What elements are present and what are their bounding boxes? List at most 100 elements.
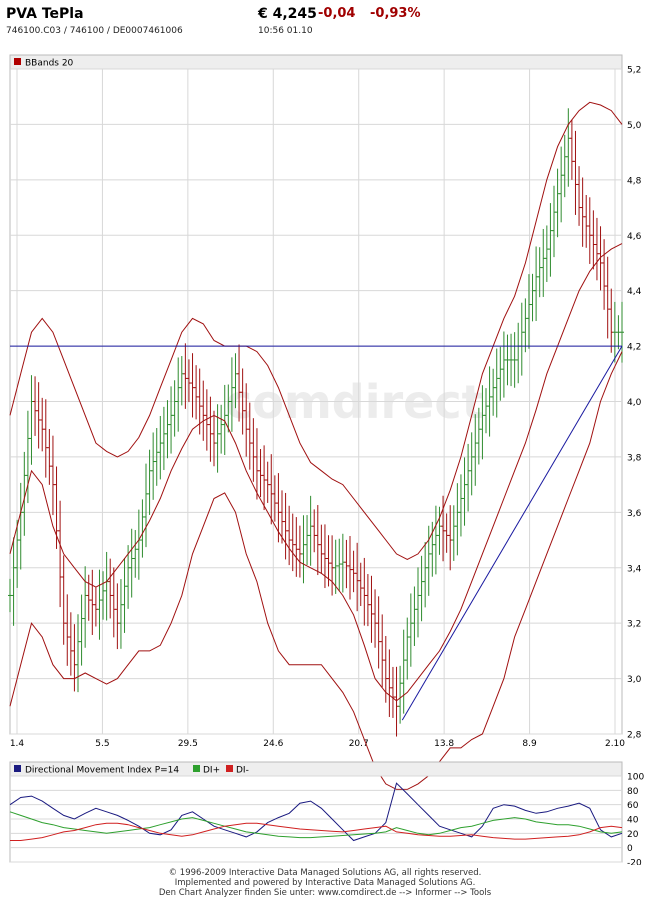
y-tick-label: 3,0 bbox=[627, 675, 642, 685]
ohlc-bar bbox=[405, 617, 410, 680]
ohlc-bar bbox=[36, 382, 41, 449]
ohlc-bar bbox=[11, 537, 16, 626]
ohlc-bar bbox=[101, 571, 106, 620]
ohlc-bar bbox=[129, 528, 134, 598]
ohlc-bar bbox=[61, 555, 66, 645]
dmi-y-tick-label: 0 bbox=[627, 844, 633, 854]
dmi-y-tick-label: 100 bbox=[627, 773, 644, 783]
ohlc-bar bbox=[151, 432, 156, 500]
dmi-y-tick-label: -20 bbox=[627, 859, 642, 866]
ohlc-bar bbox=[594, 217, 599, 281]
ohlc-bar bbox=[169, 386, 174, 454]
ohlc-bar bbox=[65, 594, 70, 666]
ohlc-bar bbox=[416, 567, 420, 638]
ohlc-bar bbox=[544, 225, 549, 282]
ohlc-bar bbox=[133, 530, 138, 578]
ohlc-bar bbox=[104, 551, 109, 621]
ohlc-bar bbox=[33, 376, 38, 436]
ohlc-bar bbox=[136, 509, 141, 580]
y-tick-label: 5,0 bbox=[627, 121, 642, 131]
ohlc-bar bbox=[530, 273, 535, 322]
footer-line: Den Chart Analyzer finden Sie unter: www… bbox=[158, 888, 492, 898]
ohlc-bar bbox=[140, 499, 145, 558]
ohlc-bar bbox=[498, 346, 503, 401]
ohlc-bar bbox=[212, 410, 216, 467]
ohlc-bar bbox=[369, 575, 374, 643]
ohlc-bar bbox=[523, 298, 528, 353]
ohlc-bar bbox=[58, 500, 63, 608]
ohlc-bar bbox=[566, 108, 571, 187]
x-tick-label: 8.9 bbox=[522, 739, 537, 749]
ohlc-bar bbox=[577, 166, 582, 226]
ohlc-bar bbox=[322, 524, 327, 589]
ohlc-bar bbox=[505, 334, 510, 386]
y-tick-label: 4,8 bbox=[627, 176, 642, 186]
ohlc-bar bbox=[537, 247, 542, 298]
ohlc-bar bbox=[444, 513, 449, 553]
trend-line bbox=[401, 345, 623, 721]
ohlc-bar bbox=[301, 515, 306, 584]
ohlc-bar bbox=[115, 583, 120, 650]
ohlc-bar bbox=[462, 457, 467, 526]
di-plus-legend-swatch bbox=[193, 765, 200, 772]
ohlc-bar bbox=[466, 443, 471, 512]
ohlc-bar bbox=[158, 415, 163, 480]
ohlc-bar bbox=[219, 404, 224, 454]
ohlc-bar bbox=[43, 399, 48, 478]
y-tick-label: 2,8 bbox=[627, 731, 642, 741]
ohlc-bar bbox=[283, 492, 288, 560]
ohlc-bar bbox=[208, 396, 213, 462]
ohlc-bar bbox=[451, 505, 456, 561]
ohlc-bar bbox=[612, 301, 617, 363]
ohlc-bar bbox=[401, 629, 406, 714]
x-tick-label: 2.10 bbox=[605, 739, 625, 749]
y-tick-label: 4,2 bbox=[627, 343, 641, 353]
ohlc-bar bbox=[512, 332, 517, 388]
ohlc-bar bbox=[509, 333, 514, 387]
ohlc-bar bbox=[365, 574, 370, 627]
ohlc-bar bbox=[344, 539, 349, 589]
ohlc-bar bbox=[315, 505, 320, 576]
last-price: € 4,245 bbox=[258, 6, 317, 22]
y-tick-label: 3,4 bbox=[627, 564, 642, 574]
ohlc-bar bbox=[183, 343, 188, 409]
bbands-legend-label: BBands 20 bbox=[25, 59, 74, 69]
ohlc-bar bbox=[265, 461, 270, 503]
dmi-y-tick-label: 20 bbox=[627, 830, 639, 840]
ohlc-bar bbox=[373, 589, 378, 648]
ohlc-bar bbox=[29, 375, 34, 465]
bbands-legend-swatch bbox=[14, 58, 21, 65]
ohlc-bar bbox=[165, 400, 170, 459]
security-ids: 746100.C03 / 746100 / DE0007461006 bbox=[6, 26, 183, 36]
ohlc-bar bbox=[68, 612, 73, 676]
x-tick-label: 24.6 bbox=[263, 739, 283, 749]
y-tick-label: 4,6 bbox=[627, 232, 642, 242]
dmi-y-tick-label: 80 bbox=[627, 787, 639, 797]
ohlc-bar bbox=[501, 331, 506, 398]
ohlc-bar bbox=[609, 288, 614, 353]
ohlc-bar bbox=[287, 505, 292, 566]
ohlc-bar bbox=[455, 483, 460, 556]
ohlc-bar bbox=[569, 119, 574, 180]
y-tick-label: 4,4 bbox=[627, 287, 642, 297]
x-tick-label: 20.7 bbox=[349, 739, 369, 749]
x-tick-label: 29.5 bbox=[178, 739, 198, 749]
ohlc-bar bbox=[526, 274, 531, 349]
di-plus-series-line bbox=[9, 811, 623, 839]
price-change-pct: -0,93% bbox=[370, 6, 421, 21]
ohlc-bar bbox=[469, 432, 474, 496]
main-legend-bar bbox=[9, 54, 623, 70]
ohlc-bar bbox=[419, 555, 424, 622]
ohlc-bar bbox=[587, 197, 592, 264]
ohlc-bar bbox=[555, 168, 560, 238]
ohlc-bar bbox=[573, 130, 578, 215]
ohlc-bar bbox=[358, 562, 363, 607]
ohlc-bar bbox=[584, 194, 589, 248]
ohlc-bar bbox=[86, 574, 91, 621]
ohlc-bar bbox=[215, 404, 220, 473]
ohlc-bar bbox=[458, 474, 463, 537]
ohlc-bar bbox=[122, 557, 127, 633]
dmi-series-line bbox=[9, 782, 623, 842]
ohlc-bar bbox=[580, 177, 585, 247]
ohlc-bar bbox=[254, 428, 259, 500]
